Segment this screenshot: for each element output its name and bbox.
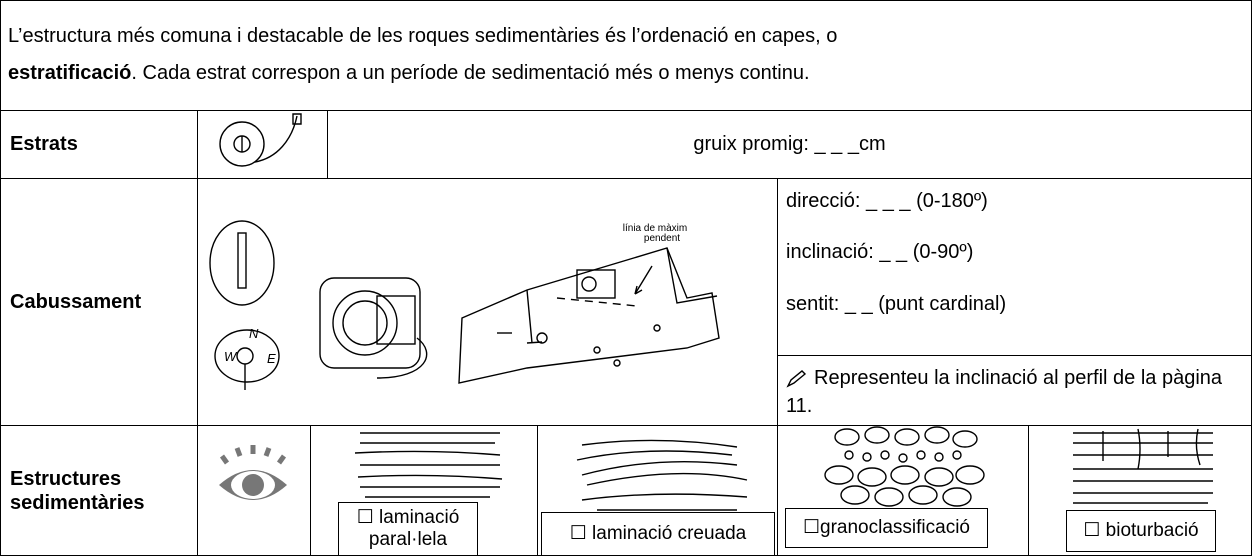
texture <box>576 439 748 511</box>
texture <box>354 432 503 498</box>
option: ☐ bioturbació <box>1066 510 1216 552</box>
texture <box>824 426 985 507</box>
rule <box>197 110 198 556</box>
rule <box>777 355 1252 356</box>
drawing-label: pendent <box>644 233 680 244</box>
rule <box>0 0 1 556</box>
rule <box>0 425 1252 426</box>
rule <box>310 425 311 556</box>
intro-bold: estratificació <box>8 62 132 84</box>
option: ☐granoclassificació <box>785 508 988 548</box>
rule <box>0 178 1252 179</box>
rule <box>0 110 1252 111</box>
field: inclinació: _ _ (0-90º) <box>786 241 974 263</box>
drawing-label: línia de màxim <box>623 223 687 234</box>
intro-text: . Cada estrat correspon a un període de … <box>131 62 810 84</box>
compass-label: E <box>267 351 276 366</box>
compass-label: W <box>224 349 238 364</box>
intro-text: L’estructura més comuna i destacable de … <box>8 25 838 47</box>
option: ☐ laminació paral·lela <box>338 502 478 556</box>
compass-label: N <box>249 326 259 341</box>
tape-icon <box>219 113 302 167</box>
rule <box>537 425 538 556</box>
rule <box>1028 425 1029 556</box>
dip-illustration: W N E línia de màxim pendent <box>209 220 720 390</box>
instruction-text: Representeu la inclinació al perfil de l… <box>786 367 1223 417</box>
instruction: Representeu la inclinació al perfil de l… <box>786 364 1246 420</box>
eye-icon <box>219 445 287 500</box>
rule <box>777 178 778 556</box>
cell-text: gruix promig: _ _ _cm <box>693 132 886 155</box>
field: sentit: _ _ (punt cardinal) <box>786 293 1007 315</box>
row-label: Estrats <box>10 133 78 155</box>
rule <box>0 0 1252 1</box>
intro: L’estructura més comuna i destacable de … <box>8 18 1188 92</box>
field: direcció: _ _ _ (0-180º) <box>786 190 988 212</box>
option: ☐ laminació creuada <box>541 512 775 556</box>
row-label: Estructures sedimentàries <box>10 467 145 514</box>
texture <box>1073 428 1213 504</box>
pencil-icon <box>786 369 807 388</box>
row-label: Cabussament <box>10 290 142 313</box>
rule <box>327 110 328 178</box>
